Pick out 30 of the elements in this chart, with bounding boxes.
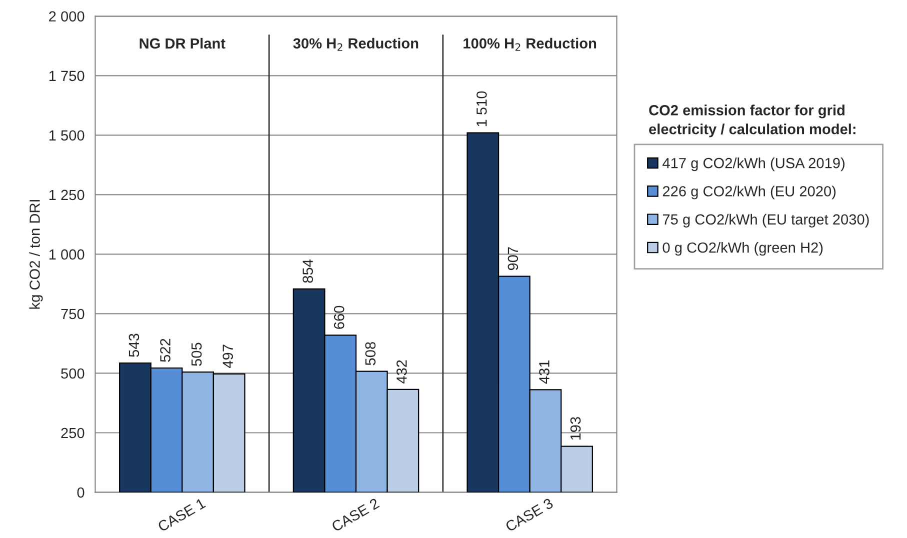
data-label: 193 [570, 417, 581, 440]
data-label: 522 [160, 338, 170, 362]
annotation: 30% H$_{2}$ Reduction [293, 38, 418, 51]
data-label: 497 [222, 344, 234, 368]
y-axis-title: kg CO2 / ton DRI [29, 200, 43, 309]
data-label: 508 [365, 342, 376, 366]
y-tick-label: 1 250 [49, 190, 84, 200]
annotation: NG DR Plant [140, 38, 226, 49]
y-tick-label: 500 [61, 368, 84, 379]
data-label: 432 [396, 360, 407, 384]
y-tick-label: 1 750 [49, 70, 84, 82]
legend-label: 75 g CO2/kWh (EU target 2030) [662, 214, 869, 228]
data-label: 543 [128, 334, 140, 357]
y-tick-label: 2 000 [49, 11, 84, 22]
y-tick-label: 1 500 [49, 130, 84, 141]
data-label: 1 510 [476, 91, 487, 126]
y-tick-label: 250 [61, 428, 84, 438]
data-label: 907 [508, 247, 518, 270]
annotation: 100% H$_{2}$ Reduction [464, 38, 596, 51]
y-tick-label: 750 [61, 308, 84, 320]
y-tick-label: 1 000 [49, 249, 84, 260]
data-label: 431 [539, 360, 550, 384]
legend-title: CO2 emission factor for grid electricity / calculation model: [649, 104, 856, 138]
legend-label: 417 g CO2/kWh (USA 2019) [662, 158, 844, 172]
data-label: 505 [191, 342, 202, 366]
legend-label: 226 g CO2/kWh (EU 2020) [662, 186, 836, 200]
data-label: 854 [302, 260, 313, 283]
y-tick-label: 0 [77, 487, 84, 498]
data-label: 660 [334, 306, 344, 329]
legend-label: 0 g CO2/kWh (green H2) [662, 242, 823, 256]
